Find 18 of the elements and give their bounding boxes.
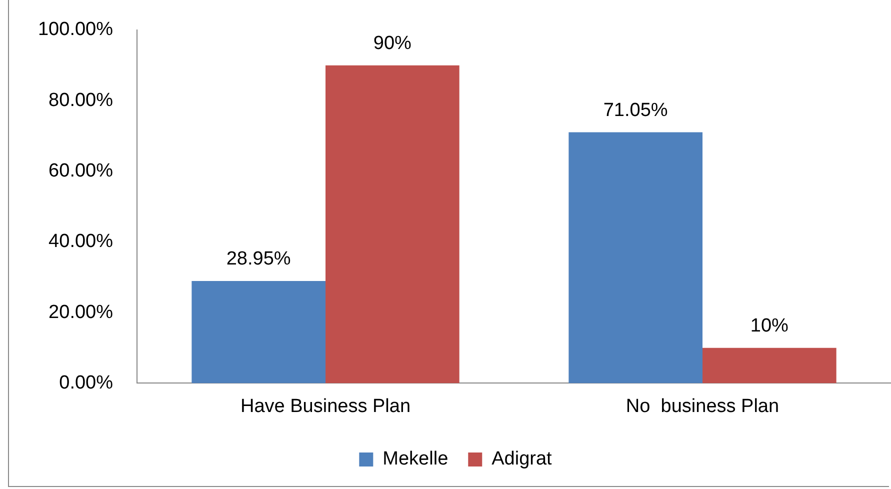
legend-label: Mekelle (382, 448, 448, 470)
x-tick-label: No business Plan (626, 396, 780, 417)
y-tick-label: 80.00% (48, 90, 114, 111)
x-tick-label: Have Business Plan (240, 396, 411, 417)
y-tick-label: 0.00% (59, 372, 114, 394)
bar (192, 280, 326, 384)
bar (702, 348, 836, 384)
y-tick-label: 40.00% (48, 231, 114, 252)
data-label: 10% (750, 316, 789, 337)
data-label: 28.95% (226, 248, 291, 270)
y-tick-label: 60.00% (48, 160, 114, 182)
legend-label: Adigrat (492, 448, 553, 470)
y-tick-label: 20.00% (48, 302, 114, 323)
data-label: 90% (373, 33, 412, 54)
data-label: 71.05% (603, 100, 668, 121)
bar (568, 132, 702, 384)
bar (326, 65, 460, 384)
y-tick-label: 100.00% (38, 19, 114, 40)
